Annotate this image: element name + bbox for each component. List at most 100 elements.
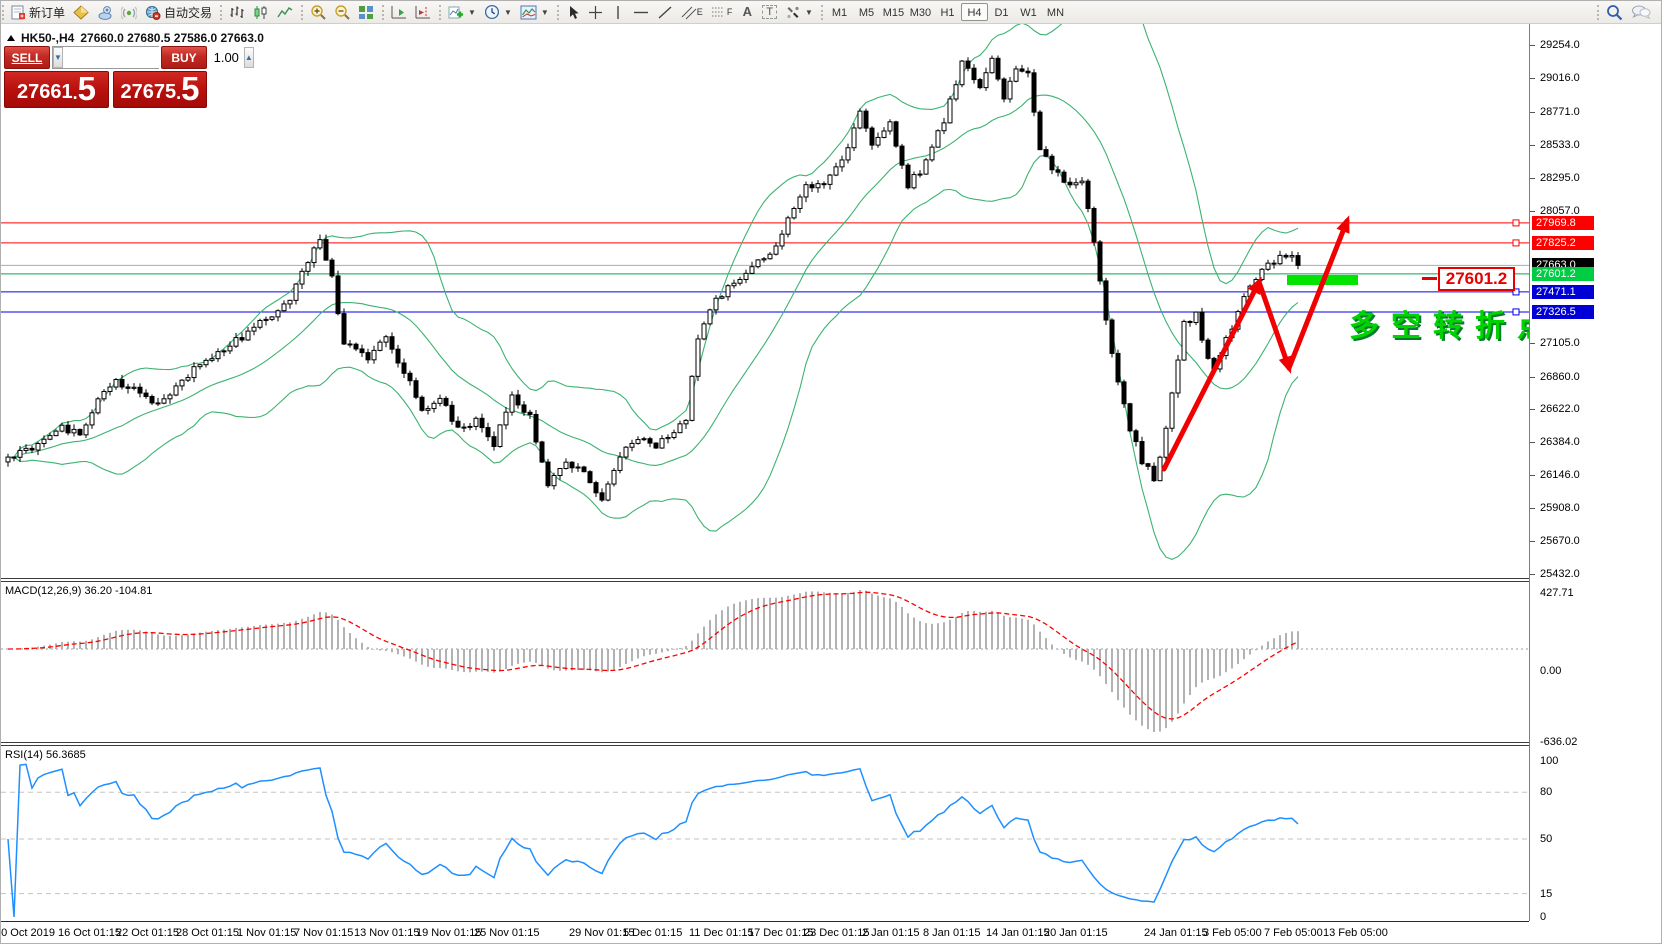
hline-handle[interactable] xyxy=(1512,308,1520,316)
main-chart-canvas[interactable] xyxy=(1,24,1529,578)
new-order-button[interactable]: 新订单 xyxy=(7,2,69,22)
macd-pane[interactable]: MACD(12,26,9) 36.20 -104.81 xyxy=(1,582,1529,742)
candle-bear xyxy=(11,456,17,459)
chart-symbol-period: HK50-,H4 xyxy=(21,31,75,45)
candle-bear xyxy=(479,417,485,429)
candlestick-chart-button[interactable] xyxy=(249,2,273,22)
volume-decrease-button[interactable]: ▼ xyxy=(53,47,63,68)
hline-handle[interactable] xyxy=(1512,219,1520,227)
candle-bear xyxy=(863,110,869,129)
indicators-plus-icon xyxy=(448,6,464,18)
candle-bear xyxy=(587,471,593,484)
timeframe-mn[interactable]: MN xyxy=(1046,7,1065,19)
candle-bull xyxy=(467,425,473,428)
candle-bull xyxy=(233,337,239,347)
price-tick-label: 28533.0 xyxy=(1540,138,1580,151)
line-chart-button[interactable] xyxy=(273,2,297,22)
community-button[interactable] xyxy=(93,2,117,22)
macd-canvas[interactable] xyxy=(1,582,1529,742)
buy-price-display[interactable]: 27675. 5 xyxy=(113,71,207,108)
auto-scroll-button[interactable] xyxy=(387,2,411,22)
sell-button[interactable]: SELL xyxy=(4,46,50,69)
timeframe-d1[interactable]: D1 xyxy=(994,7,1009,19)
price-axis[interactable]: 29254.0 29016.0 28771.0 28533.0 28295.0 28057… xyxy=(1529,24,1661,923)
candle-bear xyxy=(545,461,551,487)
candle-bull xyxy=(1289,255,1295,258)
signals-button[interactable] xyxy=(117,2,141,22)
candle-bear xyxy=(1205,339,1211,359)
sell-price-display[interactable]: 27661. 5 xyxy=(4,71,109,108)
candle-bull xyxy=(881,130,887,138)
macd-label: MACD(12,26,9) 36.20 -104.81 xyxy=(5,585,153,597)
rsi-scale-label: 50 xyxy=(1540,833,1553,845)
pivot-annotation-text[interactable]: 多空转折点 xyxy=(1349,310,1529,343)
cursor-button[interactable] xyxy=(562,2,584,22)
timeframe-h1[interactable]: H1 xyxy=(940,7,955,19)
collapse-arrow-icon[interactable] xyxy=(7,35,15,41)
candle-bear xyxy=(527,411,533,415)
candle-bear xyxy=(1097,241,1103,282)
text-label-button[interactable]: T xyxy=(758,2,781,22)
price-tick-mark xyxy=(1530,45,1535,47)
chart-shift-button[interactable] xyxy=(411,2,435,22)
candle-bull xyxy=(959,60,965,86)
text-button[interactable]: A xyxy=(736,2,758,22)
text-label-icon: T xyxy=(762,5,778,19)
toolbar-group-trade: 新订单 自动交易 xyxy=(1,1,219,24)
tile-windows-button[interactable] xyxy=(354,2,378,22)
timeframe-h4[interactable]: H4 xyxy=(960,3,988,21)
candle-bull xyxy=(725,285,731,298)
candle-bear xyxy=(1103,280,1109,321)
price-callout-label[interactable]: 27601.2 xyxy=(1438,267,1515,291)
rsi-canvas[interactable] xyxy=(1,746,1529,921)
main-chart-pane[interactable]: HK50-,H4 27660.0 27680.5 27586.0 27663.0… xyxy=(1,24,1529,578)
time-axis[interactable]: 10 Oct 2019 16 Oct 01:15 22 Oct 01:15 28 Oc… xyxy=(1,921,1529,943)
timeframe-m1[interactable]: M1 xyxy=(831,7,848,19)
candle-bull xyxy=(35,443,41,451)
timeframe-m30[interactable]: M30 xyxy=(909,7,932,19)
horizontal-line-button[interactable] xyxy=(629,2,653,22)
fibonacci-button[interactable]: F xyxy=(707,2,737,22)
candle-bear xyxy=(1037,111,1043,151)
candle-bear xyxy=(491,436,497,447)
hline-handle[interactable] xyxy=(1512,288,1520,296)
pane-splitter-macd[interactable] xyxy=(1,578,1661,582)
search-button[interactable] xyxy=(1602,2,1627,22)
vertical-line-button[interactable] xyxy=(607,2,629,22)
timeframe-m15[interactable]: M15 xyxy=(882,7,905,19)
buy-price-frac: 5 xyxy=(181,70,200,107)
candle-bull xyxy=(431,402,437,410)
timeframe-m5[interactable]: M5 xyxy=(858,7,875,19)
bar-chart-button[interactable] xyxy=(225,2,249,22)
crosshair-button[interactable] xyxy=(584,2,607,22)
indicators-button[interactable]: ▼ xyxy=(444,2,480,22)
pane-splitter-rsi[interactable] xyxy=(1,742,1661,746)
zoom-out-button[interactable] xyxy=(330,2,354,22)
candle-bull xyxy=(701,323,707,340)
macd-scale-label: 0.00 xyxy=(1540,665,1562,677)
profiles-button[interactable] xyxy=(69,2,93,22)
hline-handle[interactable] xyxy=(1512,239,1520,247)
periods-button[interactable]: ▼ xyxy=(480,2,516,22)
trend-zigzag-arrow[interactable] xyxy=(1161,218,1350,472)
price-tick-mark xyxy=(1530,409,1535,411)
candle-bull xyxy=(953,84,959,100)
timeframe-w1[interactable]: W1 xyxy=(1020,7,1037,19)
candle-bull xyxy=(719,296,725,299)
buy-button[interactable]: BUY xyxy=(161,46,207,69)
trendline-button[interactable] xyxy=(653,2,677,22)
arrows-button[interactable]: ▼ xyxy=(781,2,817,22)
candle-bear xyxy=(515,394,521,406)
volume-increase-button[interactable]: ▲ xyxy=(243,47,254,68)
templates-button[interactable]: ▼ xyxy=(516,2,553,22)
candle-bull xyxy=(95,398,101,414)
rsi-pane[interactable]: RSI(14) 56.3685 xyxy=(1,746,1529,921)
auto-trading-button[interactable]: 自动交易 xyxy=(141,2,216,22)
equidistant-channel-button[interactable]: E xyxy=(677,2,707,22)
chat-button[interactable] xyxy=(1627,2,1655,22)
zoom-in-button[interactable] xyxy=(306,2,330,22)
toolbar-group-charttype xyxy=(219,1,300,24)
volume-input[interactable] xyxy=(62,47,244,68)
candle-bull xyxy=(191,366,197,379)
candle-bear xyxy=(809,184,815,189)
